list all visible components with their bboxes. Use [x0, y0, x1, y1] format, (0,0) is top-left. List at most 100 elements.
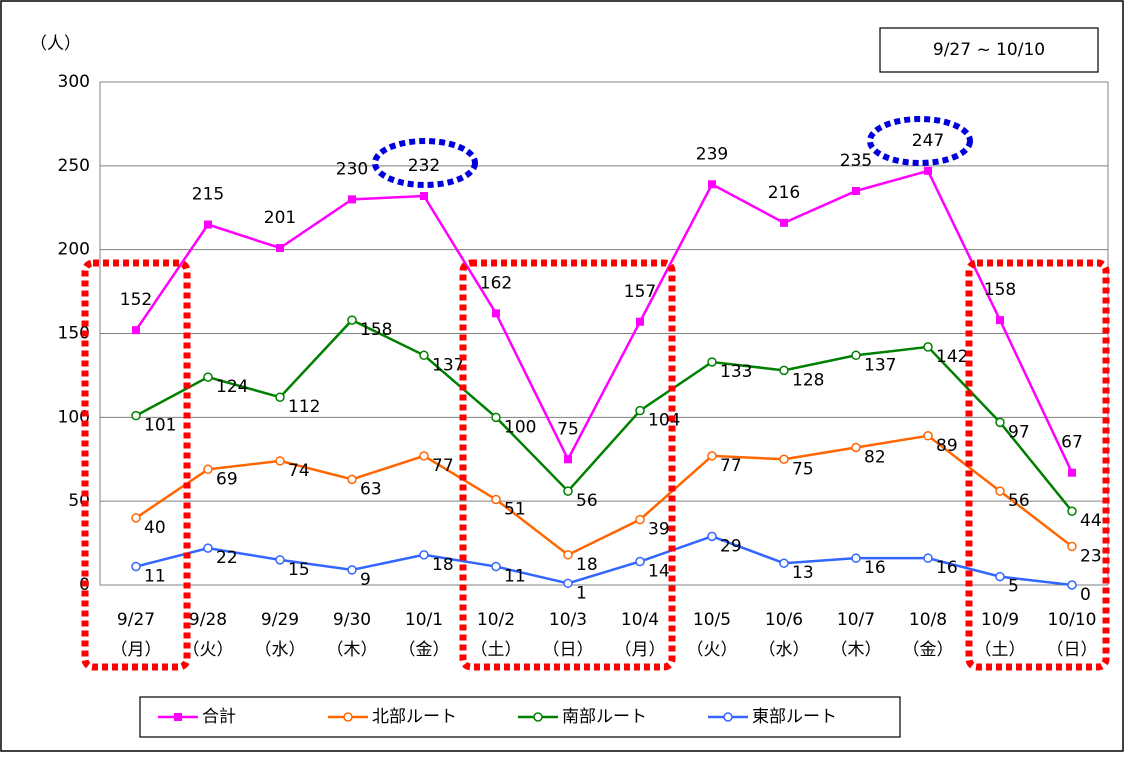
point: [852, 186, 860, 195]
point: [275, 392, 285, 402]
data-label: 157: [624, 282, 656, 302]
peak-highlight: [867, 116, 973, 166]
data-label: 63: [360, 479, 382, 499]
point: [420, 192, 428, 201]
data-label: 44: [1080, 511, 1102, 531]
data-label: 5: [1008, 577, 1019, 597]
y-tick-label: 200: [58, 240, 90, 260]
y-tick-label: 150: [58, 324, 90, 344]
data-label: 11: [504, 567, 526, 587]
x-tick-sublabel: （日）: [543, 640, 594, 660]
data-label: 124: [216, 377, 248, 397]
point: [347, 474, 357, 485]
point: [492, 309, 500, 318]
point: [996, 316, 1004, 325]
point: [995, 571, 1005, 582]
data-label: 82: [864, 448, 886, 468]
point: [1067, 506, 1077, 516]
point: [419, 550, 429, 560]
x-tick-label: 9/28: [189, 610, 227, 630]
x-tick-sublabel: （火）: [183, 640, 234, 660]
data-label: 77: [720, 456, 742, 476]
x-tick-label: 10/2: [477, 610, 515, 630]
data-label: 232: [408, 156, 440, 176]
series-line: [134, 169, 1074, 474]
point: [564, 455, 572, 464]
point: [203, 464, 213, 475]
point: [131, 513, 141, 523]
point: [275, 555, 285, 565]
point: [276, 243, 284, 252]
x-tick-sublabel: （火）: [687, 640, 738, 660]
point: [204, 220, 212, 229]
point: [1067, 580, 1077, 590]
data-label: 16: [936, 558, 958, 578]
x-tick-sublabel: （土）: [471, 640, 522, 660]
point: [491, 561, 501, 572]
data-label: 51: [504, 499, 526, 519]
data-label: 75: [792, 459, 814, 479]
data-label: 0: [1080, 585, 1091, 605]
weekend-highlight: [459, 259, 676, 671]
data-label: 142: [936, 347, 968, 367]
data-label: 18: [432, 555, 454, 575]
x-tick-label: 10/7: [837, 610, 875, 630]
point: [635, 556, 645, 567]
data-label: 100: [504, 417, 536, 437]
legend-marker: [723, 712, 733, 722]
point: [275, 456, 285, 466]
point: [779, 365, 789, 376]
data-label: 67: [1061, 433, 1083, 453]
data-label: 13: [792, 563, 814, 583]
point: [131, 410, 141, 421]
data-label: 56: [1008, 491, 1030, 511]
x-tick-label: 9/27: [117, 610, 155, 630]
point: [203, 543, 213, 553]
data-label: 152: [120, 290, 152, 310]
x-tick-label: 10/6: [765, 610, 803, 630]
x-tick-sublabel: （水）: [255, 640, 306, 660]
legend-label: 北部ルート: [372, 707, 457, 727]
data-label: 97: [1008, 422, 1030, 442]
point: [348, 195, 356, 204]
data-label: 74: [288, 461, 310, 481]
x-tick-sublabel: （月）: [615, 640, 666, 660]
highlights: [81, 259, 1110, 671]
point: [851, 553, 861, 563]
data-label: 18: [576, 555, 598, 575]
point: [923, 553, 933, 563]
x-tick-sublabel: （月）: [111, 640, 162, 660]
legend-label: 東部ルート: [752, 707, 837, 727]
peak-highlight: [372, 138, 478, 188]
y-tick-label: 300: [58, 72, 90, 92]
legend-marker: [533, 712, 543, 722]
data-label: 137: [432, 355, 464, 375]
x-tick-label: 9/29: [261, 610, 299, 630]
x-tick-label: 10/4: [621, 610, 659, 630]
x-tick-label: 10/8: [909, 610, 947, 630]
point: [563, 578, 573, 589]
period-label: 9/27 ~ 10/10: [933, 40, 1045, 60]
data-label: 239: [696, 144, 728, 164]
y-unit-label: （人）: [30, 34, 81, 54]
data-label: 1: [576, 583, 587, 603]
point: [995, 417, 1005, 428]
data-label: 39: [648, 520, 670, 540]
weekend-highlight: [965, 259, 1110, 671]
point: [923, 342, 933, 352]
data-label: 158: [360, 320, 392, 340]
point: [708, 180, 716, 189]
legend-marker: [343, 712, 353, 722]
point: [924, 166, 932, 175]
legend-label: 南部ルート: [562, 707, 647, 727]
point: [563, 486, 573, 496]
x-tick-sublabel: （金）: [399, 640, 450, 660]
x-tick-sublabel: （木）: [327, 640, 378, 660]
point: [1068, 468, 1076, 477]
point: [851, 350, 861, 361]
data-label: 77: [432, 456, 454, 476]
data-label: 128: [792, 370, 824, 390]
x-tick-label: 10/10: [1048, 610, 1097, 630]
point: [995, 486, 1005, 496]
